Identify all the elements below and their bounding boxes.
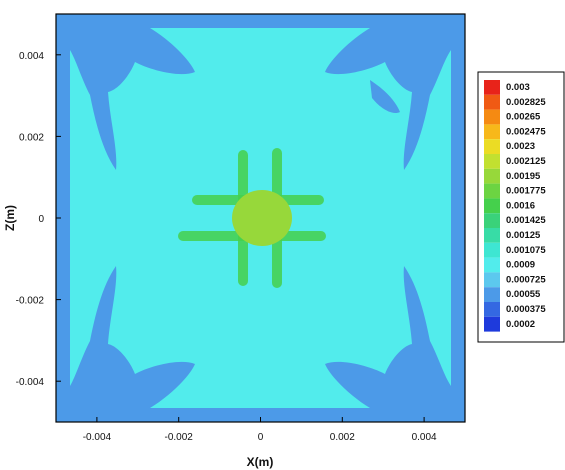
y-tick-label: 0.002 bbox=[19, 132, 44, 143]
legend: 0.003 0.002825 0.00265 0.002475 0.0023 0.0021… bbox=[477, 71, 565, 343]
legend-swatch bbox=[484, 168, 500, 184]
legend-label: 0.003 bbox=[506, 82, 530, 93]
legend-swatch bbox=[484, 109, 500, 125]
y-axis: 0.004 0.002 0 -0.002 -0.004 bbox=[16, 51, 61, 388]
legend-swatch bbox=[484, 257, 500, 273]
x-tick-label: 0.002 bbox=[330, 432, 355, 443]
x-tick-label: -0.004 bbox=[83, 432, 112, 443]
legend-label: 0.002125 bbox=[506, 156, 546, 167]
y-tick-label: 0.004 bbox=[19, 51, 44, 62]
legend-label: 0.002475 bbox=[506, 126, 546, 137]
legend-swatch bbox=[484, 183, 500, 199]
y-tick-label: -0.002 bbox=[16, 296, 45, 307]
y-axis-title: Z(m) bbox=[3, 205, 17, 231]
legend-label: 0.00055 bbox=[506, 289, 541, 300]
legend-swatch bbox=[484, 80, 500, 95]
legend-label: 0.002825 bbox=[506, 97, 546, 108]
legend-label: 0.00195 bbox=[506, 171, 541, 182]
corner-bottom-right bbox=[325, 266, 451, 408]
x-tick-label: 0 bbox=[258, 432, 264, 443]
legend-swatch bbox=[484, 316, 500, 332]
legend-swatch bbox=[484, 228, 500, 243]
legend-swatch bbox=[484, 302, 500, 317]
x-axis-title: X(m) bbox=[247, 455, 274, 469]
edge-patch-bottom bbox=[430, 395, 451, 408]
legend-swatch bbox=[484, 242, 500, 258]
legend-swatch bbox=[484, 139, 500, 154]
central-cross bbox=[178, 148, 326, 288]
x-tick-label: 0.004 bbox=[412, 432, 437, 443]
legend-swatch bbox=[484, 198, 500, 214]
legend-label: 0.001425 bbox=[506, 215, 546, 226]
y-tick-label: 0 bbox=[38, 214, 44, 225]
corner-structures bbox=[70, 28, 451, 408]
legend-swatch bbox=[484, 154, 500, 169]
center-blob bbox=[232, 190, 292, 246]
legend-swatch bbox=[484, 94, 500, 110]
corner-top-left bbox=[70, 28, 195, 170]
legend-label: 0.0002 bbox=[506, 319, 535, 330]
corner-top-right bbox=[325, 28, 451, 170]
legend-label: 0.00125 bbox=[506, 230, 541, 241]
legend-label: 0.001075 bbox=[506, 245, 546, 256]
legend-label: 0.000725 bbox=[506, 274, 546, 285]
legend-swatch bbox=[484, 272, 500, 288]
legend-swatch bbox=[484, 124, 500, 140]
contour-field bbox=[56, 14, 465, 422]
legend-label: 0.0016 bbox=[506, 200, 535, 211]
legend-swatch bbox=[484, 287, 500, 302]
x-axis: -0.004 -0.002 0 0.002 0.004 bbox=[83, 417, 437, 443]
edge-patch-right bbox=[370, 80, 400, 114]
legend-label: 0.001775 bbox=[506, 186, 546, 197]
y-tick-label: -0.004 bbox=[16, 377, 45, 388]
corner-bottom-left bbox=[70, 266, 195, 408]
legend-swatch bbox=[484, 213, 500, 228]
legend-label: 0.000375 bbox=[506, 304, 546, 315]
x-tick-label: -0.002 bbox=[165, 432, 194, 443]
legend-label: 0.00265 bbox=[506, 112, 541, 123]
legend-label: 0.0009 bbox=[506, 260, 535, 271]
legend-label: 0.0023 bbox=[506, 141, 535, 152]
